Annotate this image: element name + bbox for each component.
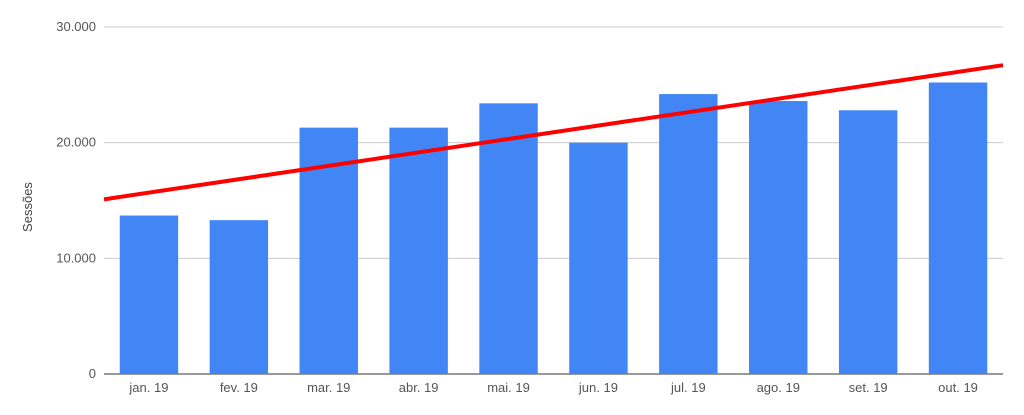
- bar: [389, 127, 448, 374]
- bars: [119, 82, 988, 375]
- x-tick-label: jun. 19: [578, 380, 618, 395]
- bar: [659, 94, 718, 374]
- bar: [749, 101, 808, 374]
- x-tick-label: out. 19: [938, 380, 978, 395]
- y-axis-title: Sessões: [20, 182, 35, 232]
- bar: [569, 142, 628, 374]
- y-tick-label: 10.000: [56, 250, 96, 265]
- x-tick-label: mai. 19: [487, 380, 530, 395]
- x-tick-label: jan. 19: [128, 380, 168, 395]
- bar: [119, 215, 179, 374]
- trendline-group: [103, 63, 1004, 202]
- bar: [479, 103, 538, 374]
- x-tick-label: jul. 19: [670, 380, 706, 395]
- x-tick-label: abr. 19: [399, 380, 439, 395]
- trendline: [103, 63, 1004, 202]
- x-tick-label: set. 19: [849, 380, 888, 395]
- x-tick-label: fev. 19: [220, 380, 258, 395]
- x-tick-label: ago. 19: [757, 380, 800, 395]
- y-tick-label: 0: [89, 366, 96, 381]
- bar: [928, 82, 988, 375]
- y-axis-ticks: 0 10.000 20.000 30.000: [56, 19, 96, 381]
- bar: [838, 110, 898, 374]
- x-axis-ticks: jan. 19 fev. 19 mar. 19 abr. 19 mai. 19 jun. …: [128, 380, 978, 395]
- bar: [209, 220, 269, 374]
- y-tick-label: 30.000: [56, 19, 96, 34]
- y-tick-label: 20.000: [56, 135, 96, 150]
- x-tick-label: mar. 19: [307, 380, 350, 395]
